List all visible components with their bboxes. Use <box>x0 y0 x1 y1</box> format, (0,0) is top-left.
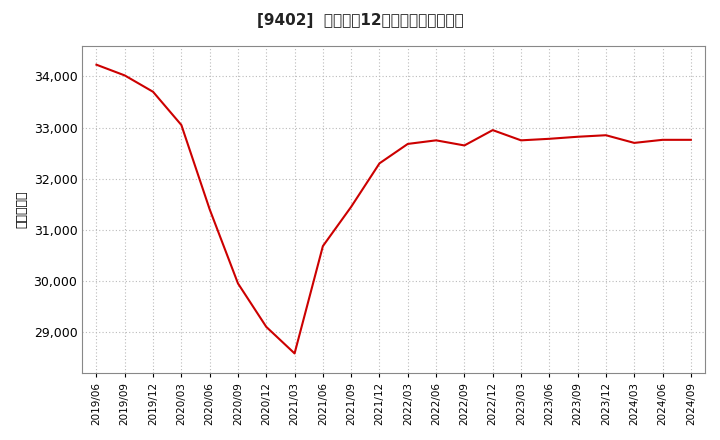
Text: [9402]  売上高だ12か月移動合計の推移: [9402] 売上高だ12か月移動合計の推移 <box>256 13 464 28</box>
Y-axis label: （百万円）: （百万円） <box>15 191 28 228</box>
